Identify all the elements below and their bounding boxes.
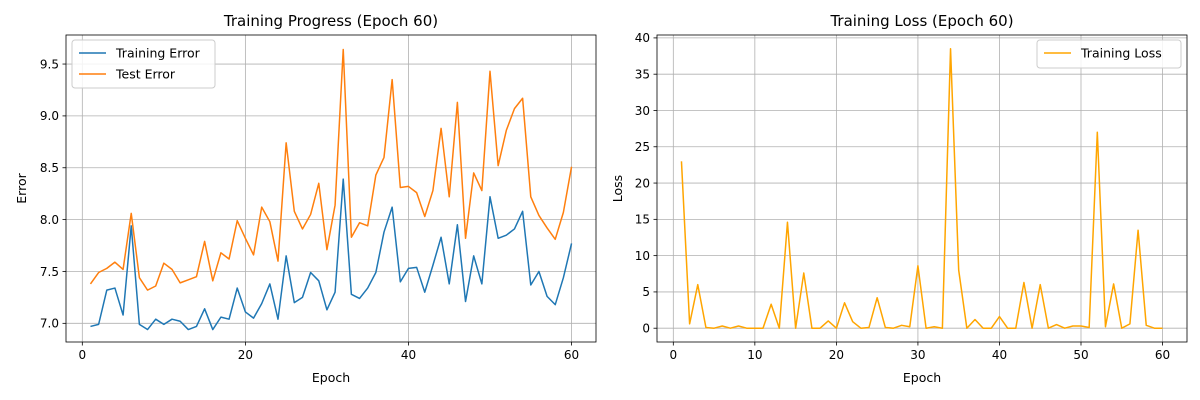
- x-tick-label: 40: [992, 348, 1007, 362]
- legend: Training Loss: [1036, 39, 1182, 69]
- y-tick-label: 15: [635, 213, 650, 227]
- y-tick-label: 10: [635, 249, 650, 263]
- series-line-test-error: [89, 48, 573, 291]
- x-axis-label: Epoch: [312, 370, 350, 385]
- y-axis-label: Loss: [610, 175, 625, 202]
- y-tick-label: 40: [635, 31, 650, 45]
- x-axis-label: Epoch: [903, 370, 941, 385]
- x-tick-label: 50: [1073, 348, 1088, 362]
- y-tick-label: 8.5: [40, 161, 59, 175]
- y-tick-label: 25: [635, 140, 650, 154]
- x-tick-label: 0: [78, 348, 86, 362]
- y-axis-label: Error: [14, 172, 29, 203]
- legend-label: Training Loss: [1080, 46, 1162, 61]
- y-tick-label: 0: [642, 322, 650, 336]
- x-tick-label: 20: [829, 348, 844, 362]
- legend-box: [71, 39, 216, 89]
- legend-box: [1036, 39, 1182, 69]
- x-tick-label: 20: [238, 348, 253, 362]
- y-tick-label: 8.0: [40, 213, 59, 227]
- y-tick-label: 20: [635, 176, 650, 190]
- x-tick-label: 60: [1155, 348, 1170, 362]
- x-tick-label: 0: [669, 348, 677, 362]
- y-tick-label: 35: [635, 67, 650, 81]
- legend: Training Error Test Error: [71, 39, 216, 89]
- chart-1: 0 20 40 60 7.0 7.5 8.0 8.5 9.0 9.5 Training Progre…: [14, 12, 597, 385]
- x-tick-label: 30: [910, 348, 925, 362]
- x-tick-label: 60: [564, 348, 579, 362]
- y-tick-label: 7.5: [40, 265, 59, 279]
- y-tick-label: 5: [642, 285, 650, 299]
- chart-2: 0 10 20 30 40 50 60 0 5 10 15 20 25 30 35 40 Training Lo…: [610, 12, 1188, 385]
- y-tick-label: 7.0: [40, 317, 59, 331]
- y-tick-label: 30: [635, 104, 650, 118]
- chart-title: Training Loss (Epoch 60): [829, 12, 1013, 30]
- chart-title: Training Progress (Epoch 60): [223, 12, 438, 30]
- series-line-training-loss: [680, 48, 1163, 329]
- y-tick-label: 9.5: [40, 57, 59, 71]
- series-line-training-error: [90, 178, 573, 331]
- legend-label: Test Error: [115, 67, 176, 82]
- y-tick-label: 9.0: [40, 109, 59, 123]
- x-tick-label: 10: [747, 348, 762, 362]
- x-tick-label: 40: [401, 348, 416, 362]
- plot-frame: [656, 34, 1188, 343]
- plot-frame: [65, 34, 597, 343]
- legend-label: Training Error: [115, 46, 201, 61]
